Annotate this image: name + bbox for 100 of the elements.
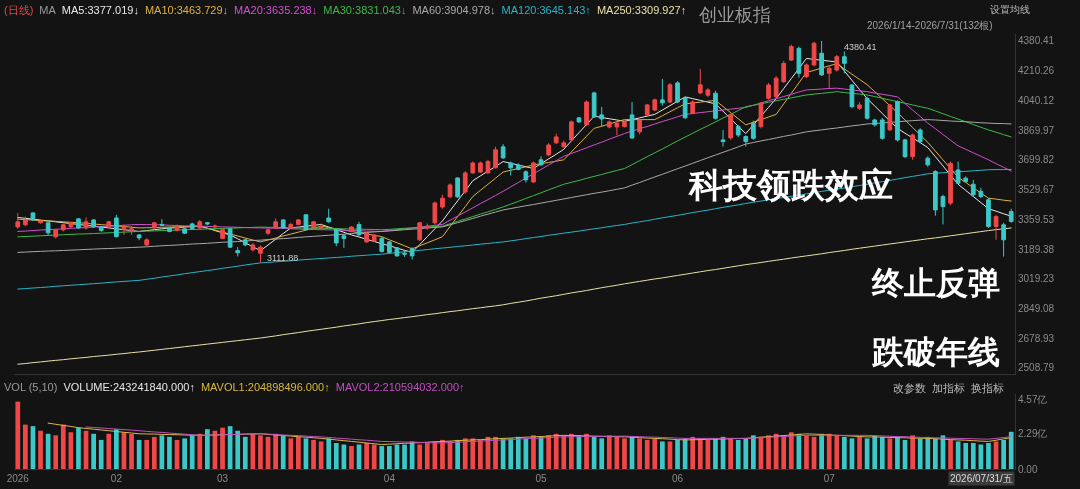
bar [15,401,21,469]
bar [349,446,354,469]
candlestick [720,129,726,148]
bar [129,433,134,469]
candlestick [811,41,817,67]
candlestick [447,182,453,199]
bar [493,436,498,469]
candlestick [796,46,802,79]
bar [311,439,316,469]
candlestick [205,221,210,226]
bar [933,438,938,469]
text: VOLUME:243241840.000↑ [63,381,195,393]
text: MA250:3309.927↑ [596,4,687,16]
candlestick [60,223,66,232]
candlestick [424,223,430,231]
candlestick [235,246,241,257]
candlestick [197,219,203,230]
bar [788,432,794,469]
bar [599,438,605,469]
bar [660,441,665,469]
bar [189,435,195,469]
candlestick [948,161,953,206]
candlestick [45,221,51,236]
candlestick [30,211,36,222]
candlestick [986,197,991,229]
candlestick [493,146,498,170]
text: MAVOL1:204898496.000↑ [200,381,330,393]
candlestick [614,120,620,136]
candlestick [409,246,415,260]
candlestick [1001,222,1006,258]
text: MA20:3635.238↓ [234,4,318,16]
text: MAVOL2:210594032.000↑ [335,381,465,393]
candlestick [940,194,946,225]
x-tick-label: 02 [110,473,123,484]
bar [917,438,923,469]
candlestick [333,228,339,247]
bar [652,438,658,469]
bar [1001,439,1006,469]
y-tick-label: 3019.23 [1018,273,1055,285]
x-tick-label: 2026 [6,473,30,484]
x-tick-label: 07 [823,473,836,484]
bar [986,442,991,469]
candlestick [743,134,749,148]
candlestick [311,220,316,230]
bar [728,438,733,469]
candlestick [857,101,862,111]
text: MA30:3831.043↓ [323,4,407,16]
candlestick [478,161,483,174]
text: VOL (5,10) [4,381,58,393]
bar [53,435,59,469]
bar [637,438,642,469]
bar [690,436,696,469]
candlestick [773,75,779,99]
bar [751,435,756,469]
bar [675,439,680,469]
chart-title: 创业板指 [699,5,771,26]
candlestick [553,133,559,145]
candlestick [114,214,119,239]
y-tick-label: 0.00 [1018,463,1038,475]
candlestick [280,218,286,230]
candlestick [136,233,142,241]
x-tick-label: 06 [671,473,684,484]
candlestick [273,217,278,230]
candlestick [955,161,961,185]
candlestick [804,62,809,79]
text: MA120:3645.143↑ [501,4,591,16]
candlestick [23,216,28,227]
bar [743,438,749,469]
candlestick [728,113,733,141]
candlestick [76,217,81,230]
candlestick [326,208,332,224]
candlestick [364,231,369,244]
candlestick [569,119,574,142]
candlestick [402,250,407,258]
candlestick [121,223,127,236]
annotation: 3111.88 [267,253,299,263]
bar [114,429,119,469]
candlestick [925,155,931,168]
y-tick-label: 2678.93 [1018,332,1055,344]
candlestick [288,222,294,230]
candlestick [591,91,597,119]
bar [478,439,483,469]
candlestick [83,216,89,231]
candlestick [546,142,551,157]
bar [235,430,241,469]
candlestick [470,161,476,175]
y-tick-label: 3189.38 [1018,243,1055,255]
annotation: 换指标 [971,382,1004,394]
candlestick [819,40,824,77]
bar [98,439,104,469]
bar [371,444,377,469]
bar [205,429,210,469]
candlestick [970,179,976,197]
bar [766,435,771,469]
candlestick [151,221,157,231]
candlestick [508,161,514,177]
bar [106,433,112,469]
candlestick [834,54,840,73]
candlestick [561,140,567,149]
candlestick [675,80,680,104]
